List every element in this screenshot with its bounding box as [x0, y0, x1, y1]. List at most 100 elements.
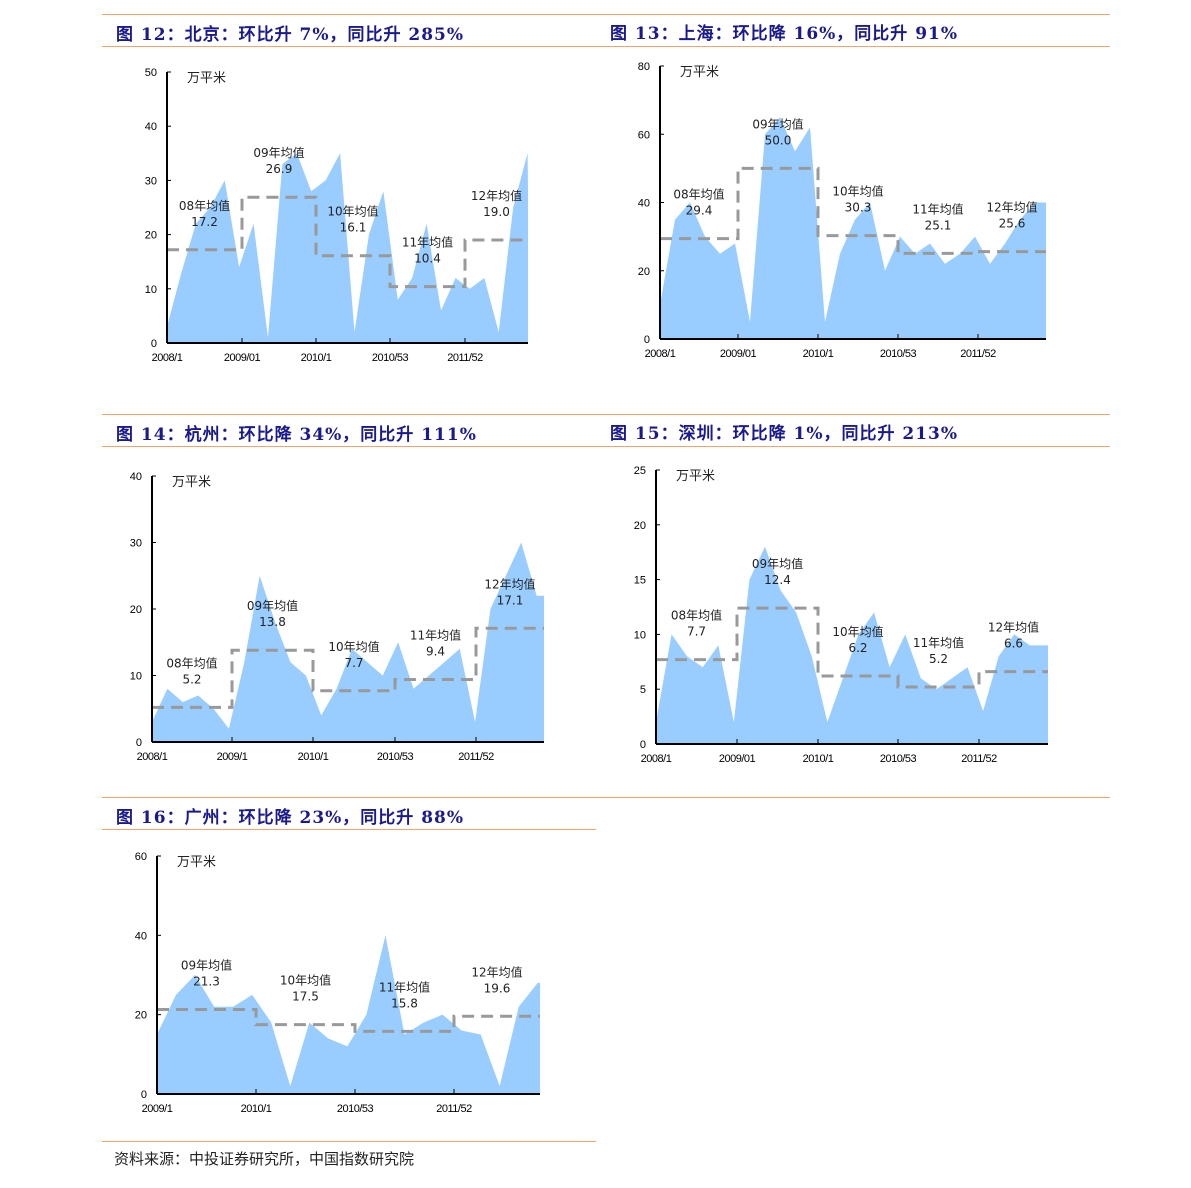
weekly-area-series: [167, 153, 528, 343]
average-value: 19.0: [483, 205, 510, 219]
weekly-area-series: [656, 546, 1048, 744]
x-tick-label: 2011/52: [960, 348, 996, 360]
average-label: 10年均值: [327, 204, 378, 219]
average-label: 09年均值: [752, 116, 803, 131]
y-tick-label: 80: [638, 61, 650, 73]
average-value: 15.8: [391, 996, 418, 1010]
weekly-area-series: [157, 935, 540, 1094]
average-label: 08年均值: [671, 608, 722, 623]
y-tick-label: 0: [141, 1089, 147, 1101]
x-tick-label: 2009/01: [719, 753, 756, 765]
x-tick-label: 2008/1: [645, 348, 676, 360]
y-tick-label: 20: [130, 604, 142, 616]
average-value: 7.7: [687, 625, 706, 639]
figure-title: 图 12：北京：环比升 7%，同比升 285%: [116, 25, 465, 45]
x-tick-label: 2011/52: [436, 1103, 472, 1115]
unit-label: 万平米: [172, 475, 211, 490]
average-label: 10年均值: [832, 184, 883, 199]
average-label: 11年均值: [410, 627, 461, 642]
x-tick-label: 2009/01: [224, 352, 261, 364]
y-tick-label: 15: [634, 575, 646, 587]
average-value: 12.4: [764, 573, 791, 587]
average-value: 25.1: [925, 218, 952, 232]
average-label: 11年均值: [912, 201, 963, 216]
y-tick-label: 0: [644, 334, 650, 346]
average-label: 11年均值: [913, 635, 964, 650]
average-label: 10年均值: [328, 639, 379, 654]
y-tick-label: 10: [145, 284, 157, 296]
average-value: 19.6: [484, 981, 511, 995]
average-value: 29.4: [686, 204, 713, 218]
y-tick-label: 20: [638, 266, 650, 278]
x-tick-label: 2010/1: [301, 352, 332, 364]
x-tick-label: 2011/52: [458, 751, 494, 763]
figure-title: 图 14：杭州：环比降 34%，同比升 111%: [116, 425, 477, 445]
average-value: 5.2: [182, 672, 201, 686]
average-value: 5.2: [929, 652, 948, 666]
weekly-area-series: [660, 117, 1046, 339]
x-tick-label: 2009/1: [142, 1103, 173, 1115]
figure-title: 图 13：上海：环比降 16%，同比升 91%: [610, 24, 959, 44]
yearly-average-line: [157, 1008, 540, 1033]
y-tick-label: 20: [145, 230, 157, 242]
y-tick-label: 30: [145, 175, 157, 187]
average-value: 10.4: [414, 252, 441, 266]
y-tick-label: 10: [634, 629, 646, 641]
y-tick-label: 0: [136, 737, 142, 749]
x-tick-label: 2010/53: [337, 1103, 374, 1115]
y-tick-label: 5: [640, 684, 646, 696]
average-value: 25.6: [999, 217, 1026, 231]
average-label: 11年均值: [379, 979, 430, 994]
y-tick-label: 10: [130, 671, 142, 683]
figure-15-header: 图 15：深圳：环比降 1%，同比升 213%: [596, 414, 1110, 445]
x-tick-label: 2008/1: [152, 352, 183, 364]
y-tick-label: 40: [130, 471, 142, 483]
x-tick-label: 2010/1: [241, 1103, 272, 1115]
unit-label: 万平米: [680, 65, 719, 80]
source-note: 资料来源：中投证券研究所，中国指数研究院: [114, 1150, 415, 1168]
x-tick-label: 2010/53: [880, 753, 917, 765]
x-tick-label: 2008/1: [641, 753, 672, 765]
x-tick-label: 2008/1: [137, 751, 168, 763]
y-tick-label: 20: [135, 1010, 147, 1022]
x-tick-label: 2009/01: [720, 348, 757, 360]
figure-16-header: 图 16：广州：环比降 23%，同比升 88%: [102, 797, 596, 830]
y-tick-label: 25: [634, 465, 646, 477]
x-tick-label: 2010/1: [803, 753, 834, 765]
average-value: 6.2: [848, 641, 867, 655]
average-label: 08年均值: [179, 198, 230, 213]
average-value: 17.5: [292, 990, 319, 1004]
yearly-average-line: [167, 195, 528, 289]
unit-label: 万平米: [187, 71, 226, 86]
average-value: 7.7: [344, 656, 363, 670]
figure-title: 图 16：广州：环比降 23%，同比升 88%: [116, 808, 465, 828]
x-tick-label: 2010/53: [377, 751, 414, 763]
average-label: 10年均值: [832, 624, 883, 639]
average-label: 12年均值: [484, 576, 535, 591]
average-label: 09年均值: [253, 145, 304, 160]
yearly-average-line: [152, 626, 544, 709]
yearly-average-line: [656, 606, 1048, 689]
average-value: 13.8: [259, 615, 286, 629]
x-tick-label: 2009/1: [217, 751, 248, 763]
average-value: 17.2: [191, 215, 218, 229]
unit-label: 万平米: [676, 469, 715, 484]
average-label: 09年均值: [752, 556, 803, 571]
average-value: 17.1: [497, 593, 524, 607]
average-label: 08年均值: [166, 655, 217, 670]
figure-14-header: 图 14：杭州：环比降 34%，同比升 111%: [102, 414, 1110, 447]
average-value: 6.6: [1004, 637, 1023, 651]
y-tick-label: 40: [145, 121, 157, 133]
x-tick-label: 2010/53: [880, 348, 917, 360]
y-tick-label: 60: [135, 851, 147, 863]
source-footer: 资料来源：中投证券研究所，中国指数研究院: [102, 1141, 596, 1168]
x-tick-label: 2011/52: [961, 753, 997, 765]
average-label: 09年均值: [247, 598, 298, 613]
average-label: 12年均值: [471, 188, 522, 203]
figure-12-header: 图 12：北京：环比升 7%，同比升 285%: [102, 14, 1110, 47]
average-value: 30.3: [845, 201, 872, 215]
average-label: 12年均值: [471, 964, 522, 979]
y-tick-label: 40: [638, 198, 650, 210]
x-tick-label: 2011/52: [447, 352, 483, 364]
